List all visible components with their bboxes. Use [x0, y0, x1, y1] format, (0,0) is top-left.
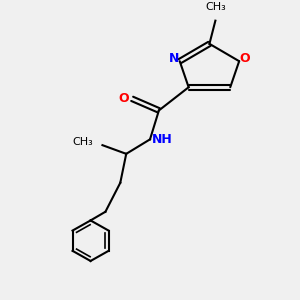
- Text: CH₃: CH₃: [73, 137, 94, 147]
- Text: N: N: [169, 52, 179, 65]
- Text: O: O: [240, 52, 250, 65]
- Text: O: O: [118, 92, 129, 105]
- Text: NH: NH: [152, 133, 172, 146]
- Text: CH₃: CH₃: [205, 2, 226, 12]
